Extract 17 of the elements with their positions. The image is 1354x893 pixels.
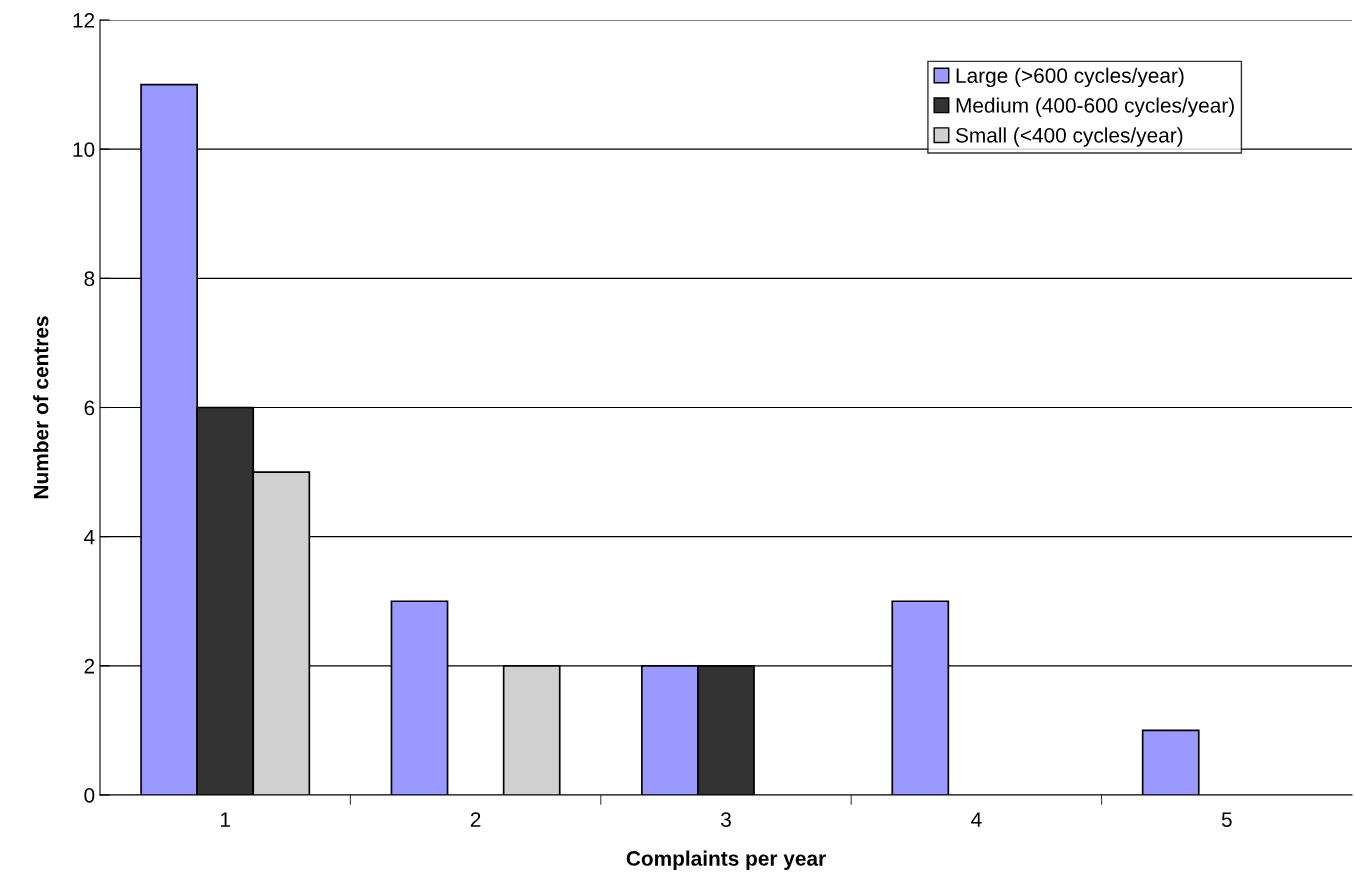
legend-label: Small (<400 cycles/year): [955, 127, 1183, 147]
legend-label: Medium (400-600 cycles/year): [956, 97, 1234, 117]
y-tick-label: 0: [84, 788, 95, 803]
x-tick-label: 3: [721, 812, 731, 827]
y-tick-label: 2: [84, 658, 95, 674]
x-tick-label: 2: [470, 812, 481, 827]
x-tick-label: 4: [971, 812, 982, 827]
y-tick-label: 6: [84, 400, 95, 416]
x-tick-label: 1: [221, 812, 230, 827]
legend-label: Large (>600 cycles/year): [956, 67, 1184, 88]
x-tick-label: 5: [1221, 812, 1232, 827]
x-axis-title: Complaints per year: [626, 850, 826, 870]
y-tick-label: 10: [73, 142, 95, 157]
y-axis-title: Number of centres: [33, 316, 49, 499]
y-tick-label: 4: [84, 529, 95, 545]
y-tick-label: 12: [73, 13, 95, 28]
y-tick-label: 8: [84, 271, 95, 287]
